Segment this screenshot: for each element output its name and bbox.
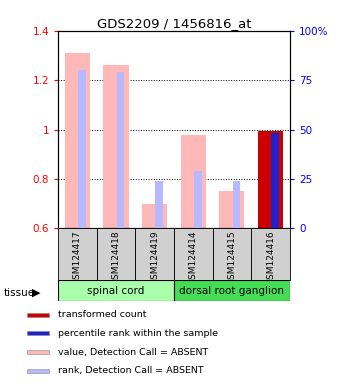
Text: tissue: tissue bbox=[3, 288, 34, 298]
Bar bbox=[78, 70, 86, 228]
Text: ▶: ▶ bbox=[32, 288, 41, 298]
Text: GSM124417: GSM124417 bbox=[73, 230, 82, 285]
Text: percentile rank within the sample: percentile rank within the sample bbox=[58, 329, 218, 338]
Text: transformed count: transformed count bbox=[58, 310, 147, 319]
Bar bbox=[233, 181, 240, 228]
Bar bbox=[251, 228, 290, 280]
Text: GSM124415: GSM124415 bbox=[227, 230, 236, 285]
Bar bbox=[174, 228, 212, 280]
Text: GSM124414: GSM124414 bbox=[189, 230, 198, 285]
Text: GSM124418: GSM124418 bbox=[112, 230, 120, 285]
Bar bbox=[181, 134, 206, 228]
Bar bbox=[27, 331, 49, 335]
Bar bbox=[65, 53, 90, 228]
Bar bbox=[58, 280, 174, 301]
Bar bbox=[27, 369, 49, 373]
Text: GSM124416: GSM124416 bbox=[266, 230, 275, 285]
Bar bbox=[135, 228, 174, 280]
Bar bbox=[97, 228, 135, 280]
Bar bbox=[155, 181, 163, 228]
Bar bbox=[142, 204, 167, 228]
Bar bbox=[174, 280, 290, 301]
Bar bbox=[117, 72, 124, 228]
Title: GDS2209 / 1456816_at: GDS2209 / 1456816_at bbox=[97, 17, 251, 30]
Bar bbox=[27, 350, 49, 354]
Bar bbox=[258, 131, 283, 228]
Bar bbox=[103, 65, 129, 228]
Bar bbox=[27, 313, 49, 317]
Text: GSM124419: GSM124419 bbox=[150, 230, 159, 285]
Bar bbox=[58, 228, 97, 280]
Bar bbox=[271, 132, 279, 228]
Text: dorsal root ganglion: dorsal root ganglion bbox=[179, 286, 284, 296]
Text: rank, Detection Call = ABSENT: rank, Detection Call = ABSENT bbox=[58, 366, 204, 375]
Bar bbox=[212, 228, 251, 280]
Text: spinal cord: spinal cord bbox=[87, 286, 145, 296]
Text: value, Detection Call = ABSENT: value, Detection Call = ABSENT bbox=[58, 348, 208, 357]
Bar bbox=[194, 171, 202, 228]
Bar bbox=[219, 191, 244, 228]
